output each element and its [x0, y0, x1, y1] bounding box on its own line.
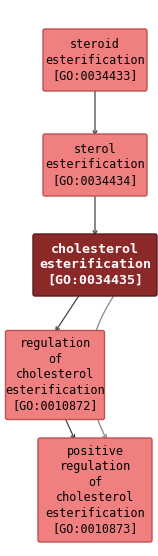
Text: steroid
esterification
[GO:0034433]: steroid esterification [GO:0034433] — [45, 38, 145, 82]
Text: positive
regulation
of
cholesterol
esterification
[GO:0010873]: positive regulation of cholesterol ester… — [45, 445, 145, 535]
FancyBboxPatch shape — [33, 234, 157, 296]
FancyBboxPatch shape — [43, 29, 147, 91]
FancyBboxPatch shape — [43, 134, 147, 196]
FancyBboxPatch shape — [38, 438, 152, 542]
Text: sterol
esterification
[GO:0034434]: sterol esterification [GO:0034434] — [45, 143, 145, 187]
Text: regulation
of
cholesterol
esterification
[GO:0010872]: regulation of cholesterol esterification… — [5, 337, 105, 413]
Text: cholesterol
esterification
[GO:0034435]: cholesterol esterification [GO:0034435] — [39, 243, 151, 287]
FancyBboxPatch shape — [6, 330, 104, 419]
